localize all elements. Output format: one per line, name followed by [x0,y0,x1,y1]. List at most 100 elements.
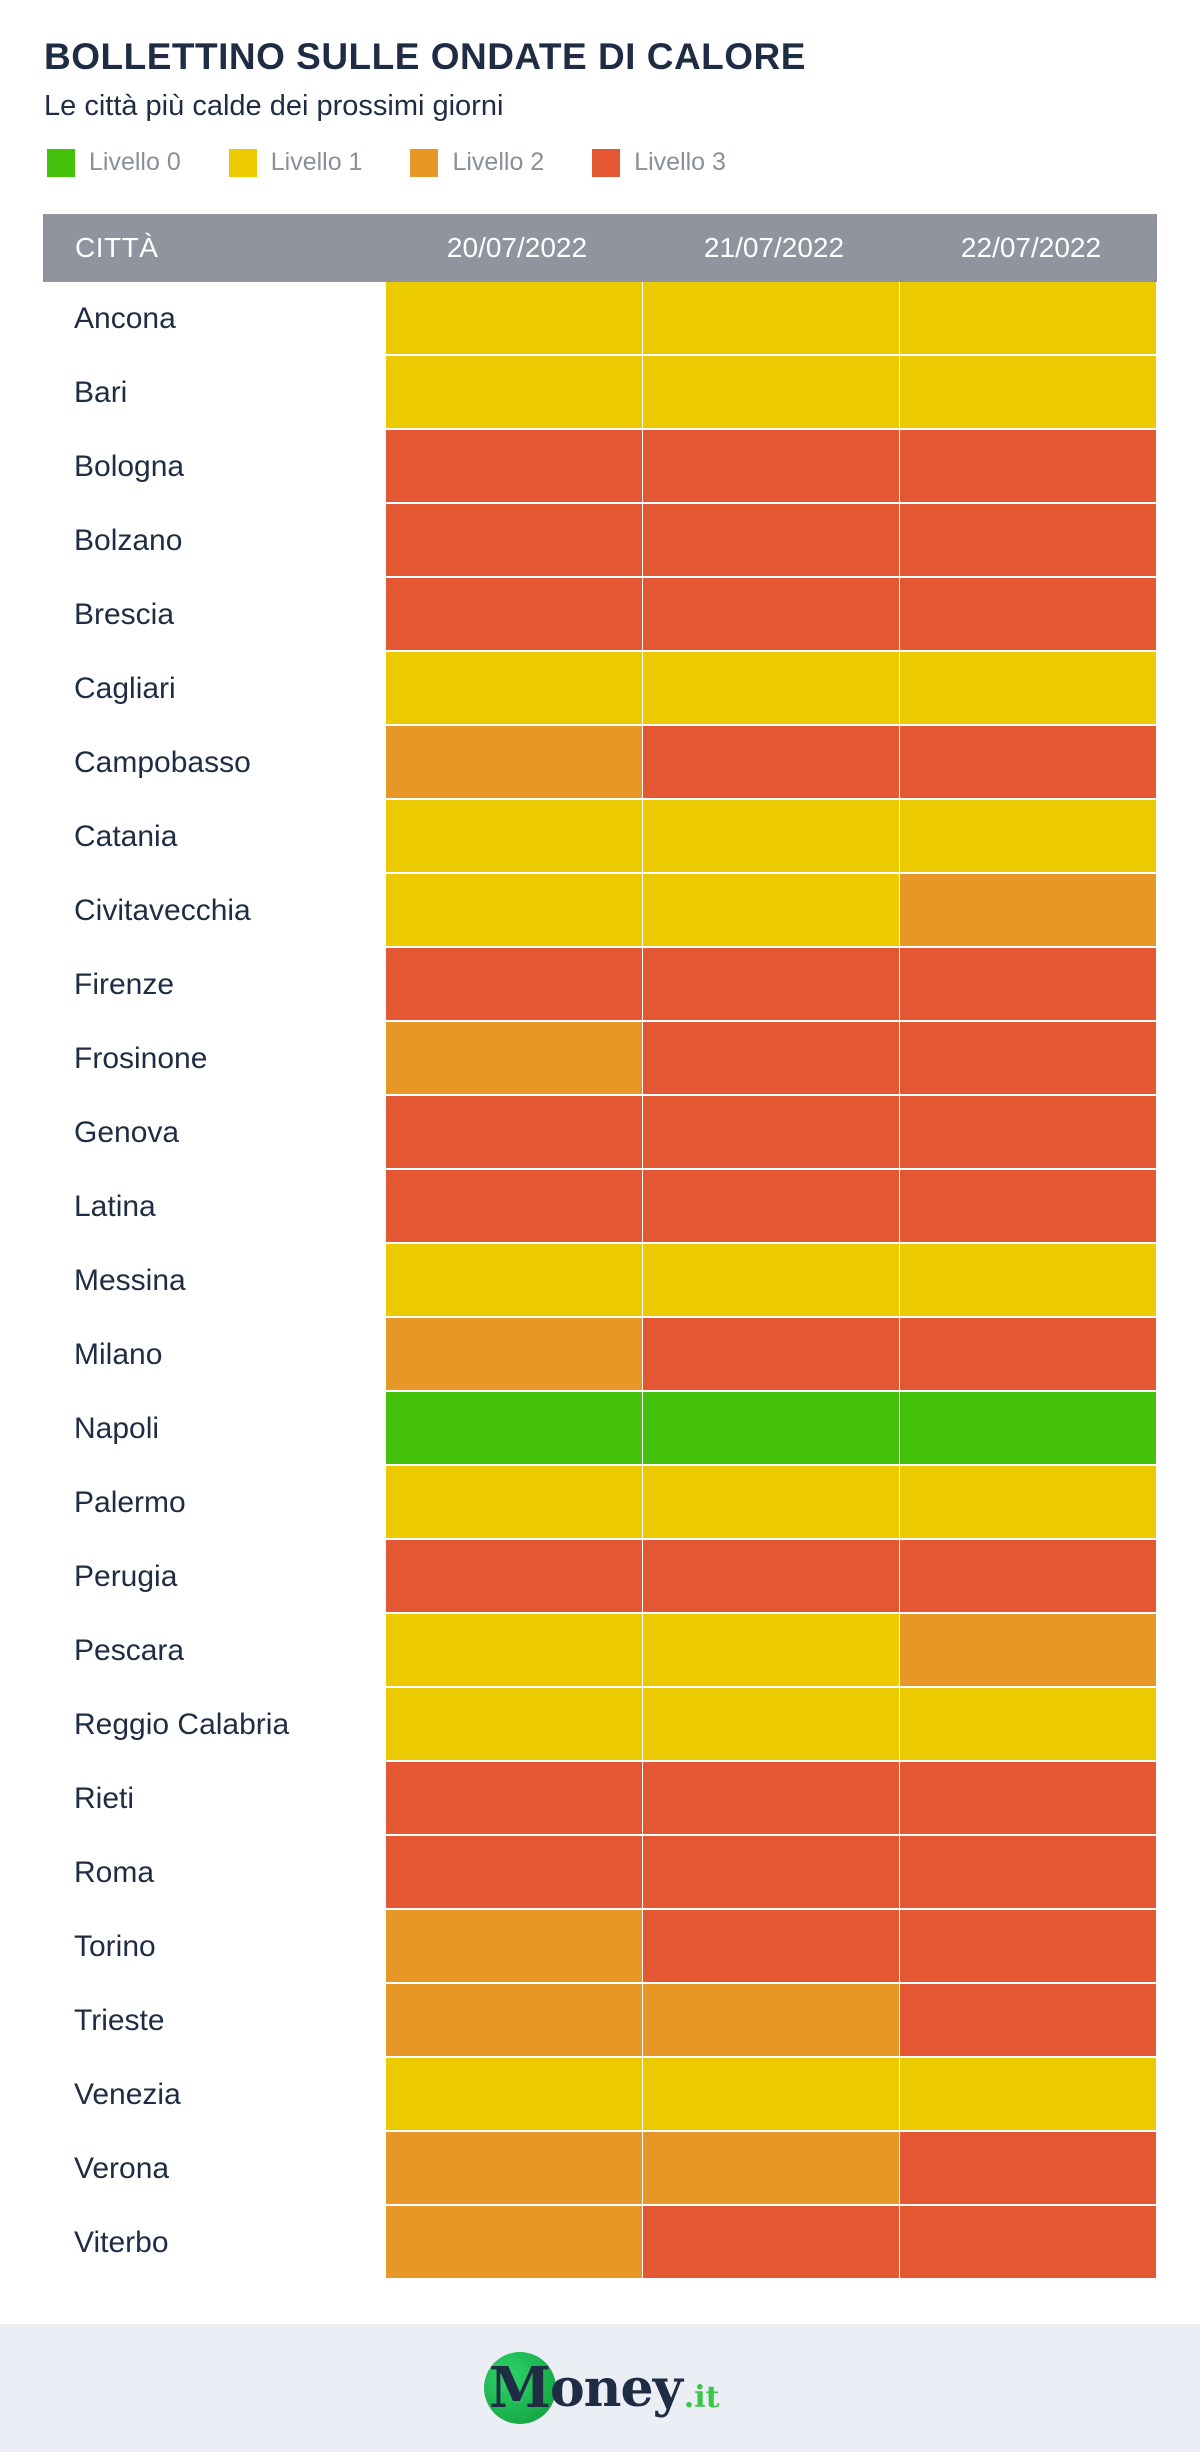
legend-label-level-0: Livello 0 [89,148,181,176]
table-row: Verona [43,2132,1157,2206]
header-city-label: CITTÀ [75,232,159,263]
heat-cell [386,1022,642,1094]
heat-cell [900,726,1156,798]
city-label: Reggio Calabria [74,1708,290,1741]
heat-cell [386,1170,642,1242]
logo-suffix: .it [683,2379,720,2415]
heat-cell [900,1762,1156,1834]
heat-cell [643,356,899,428]
heat-cell [900,356,1156,428]
table-row: Rieti [43,1762,1157,1836]
heat-cell [386,1984,642,2056]
heat-cell [900,1022,1156,1094]
heat-cell [386,874,642,946]
heat-cell [643,1836,899,1908]
heat-cell [386,2132,642,2204]
table-row: Roma [43,1836,1157,1910]
heat-cell [900,2206,1156,2278]
heat-cell [900,578,1156,650]
table-row: Firenze [43,948,1157,1022]
city-label: Genova [74,1116,180,1149]
heat-cell [386,1836,642,1908]
legend-label-level-1: Livello 1 [270,148,363,176]
table-row: Reggio Calabria [43,1688,1157,1762]
heat-cell [900,1466,1156,1538]
city-label: Latina [74,1190,156,1223]
legend: Livello 0 Livello 1 Livello 2 Livello 3 [47,148,774,177]
heat-cell [643,2058,899,2130]
heat-cell [900,504,1156,576]
city-label: Palermo [74,1486,186,1519]
heat-cell [386,578,642,650]
heat-cell [900,948,1156,1020]
chart-subtitle: Le città più calde dei prossimi giorni [44,90,504,122]
table-row: Viterbo [43,2206,1157,2280]
heat-cell [643,1318,899,1390]
table-row: Pescara [43,1614,1157,1688]
heat-cell [643,1170,899,1242]
heat-cell [386,1762,642,1834]
city-label: Venezia [74,2078,181,2111]
heat-cell [386,1466,642,1538]
heat-cell [386,504,642,576]
city-label: Civitavecchia [74,894,251,927]
table-row: Genova [43,1096,1157,1170]
header-date-3: 22/07/2022 [960,232,1102,263]
heat-cell [900,1836,1156,1908]
city-label: Catania [74,820,178,853]
heat-table: CITTÀ 20/07/2022 21/07/2022 22/07/2022 A… [43,214,1157,2280]
heat-cell [386,1244,642,1316]
legend-swatch-level-0 [47,148,75,177]
heat-cell [386,1910,642,1982]
heat-cell [643,800,899,872]
city-label: Frosinone [74,1042,208,1075]
heat-cell [643,1762,899,1834]
city-label: Brescia [74,598,175,631]
heat-cell [386,1318,642,1390]
city-label: Bari [74,376,128,409]
city-label: Trieste [74,2004,165,2037]
table-row: Catania [43,800,1157,874]
table-row: Civitavecchia [43,874,1157,948]
table-row: Napoli [43,1392,1157,1466]
footer: M oney .it [0,2324,1200,2452]
heat-cell [643,1614,899,1686]
heat-cell [643,874,899,946]
heat-cell [900,800,1156,872]
heat-cell [386,1096,642,1168]
chart-title: BOLLETTINO SULLE ONDATE DI CALORE [44,36,806,77]
legend-swatch-level-3 [592,148,621,177]
heat-cell [386,282,642,354]
legend-label-level-2: Livello 2 [452,148,545,176]
table-row: Palermo [43,1466,1157,1540]
heat-cell [900,2058,1156,2130]
table-row: Trieste [43,1984,1157,2058]
heat-cell [900,2132,1156,2204]
table-header: CITTÀ 20/07/2022 21/07/2022 22/07/2022 [43,214,1157,282]
legend-label-level-3: Livello 3 [634,148,726,176]
heat-cell [643,282,899,354]
city-label: Napoli [74,1412,160,1445]
heat-cell [643,1540,899,1612]
table-body: Ancona Bari Bologna Bolzano Brescia Cagliari C… [43,282,1157,2280]
heat-cell [386,2058,642,2130]
heat-cell [643,1392,899,1464]
heat-cell [386,356,642,428]
legend-item-level-0: Livello 0 [47,148,181,177]
heat-cell [386,652,642,724]
legend-item-level-2: Livello 2 [410,148,544,177]
table-row: Campobasso [43,726,1157,800]
heat-cell [643,726,899,798]
heat-cell [386,800,642,872]
table-row: Ancona [43,282,1157,356]
heat-cell [386,2206,642,2278]
table-row: Messina [43,1244,1157,1318]
table-row: Bari [43,356,1157,430]
city-label: Roma [74,1856,155,1889]
heat-cell [900,1392,1156,1464]
heat-cell [386,1540,642,1612]
heat-cell [643,1688,899,1760]
heat-cell [900,1540,1156,1612]
heat-cell [643,1096,899,1168]
legend-item-level-1: Livello 1 [228,148,363,177]
